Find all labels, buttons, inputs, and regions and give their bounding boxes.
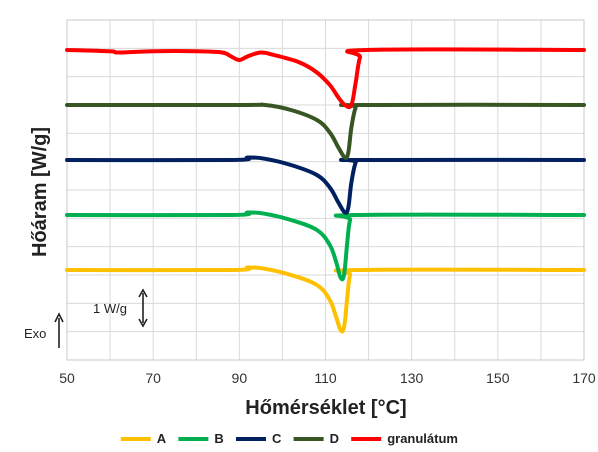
scale-bar: 1 W/g bbox=[93, 288, 148, 328]
scale-bar-label: 1 W/g bbox=[93, 301, 127, 316]
x-tick-label: 70 bbox=[145, 370, 161, 386]
legend-label: B bbox=[214, 431, 223, 446]
x-tick-label: 110 bbox=[314, 370, 337, 386]
plot-grid bbox=[66, 19, 585, 361]
plot-frame bbox=[66, 19, 585, 361]
y-axis-title: Hőáram [W/g] bbox=[29, 127, 51, 257]
x-tick-label: 130 bbox=[400, 370, 424, 386]
x-tick-label: 150 bbox=[486, 370, 510, 386]
x-axis-title: Hőmérséklet [°C] bbox=[245, 397, 406, 419]
legend-label: D bbox=[330, 431, 339, 446]
x-tick-label: 170 bbox=[572, 370, 596, 386]
legend-label: C bbox=[272, 431, 282, 446]
series-lines bbox=[65, 47, 586, 334]
series-line-2 bbox=[65, 155, 586, 215]
exo-indicator: Exo bbox=[24, 312, 64, 348]
x-tick-labels: 50 70 90 110 130 150 170 bbox=[59, 370, 596, 386]
x-tick-label: 50 bbox=[59, 370, 75, 386]
series-line-1 bbox=[65, 210, 586, 282]
legend-label: A bbox=[157, 431, 167, 446]
series-line-4 bbox=[65, 47, 586, 110]
legend-label: granulátum bbox=[387, 431, 458, 446]
x-tick-label: 90 bbox=[232, 370, 248, 386]
exo-label: Exo bbox=[24, 326, 46, 341]
